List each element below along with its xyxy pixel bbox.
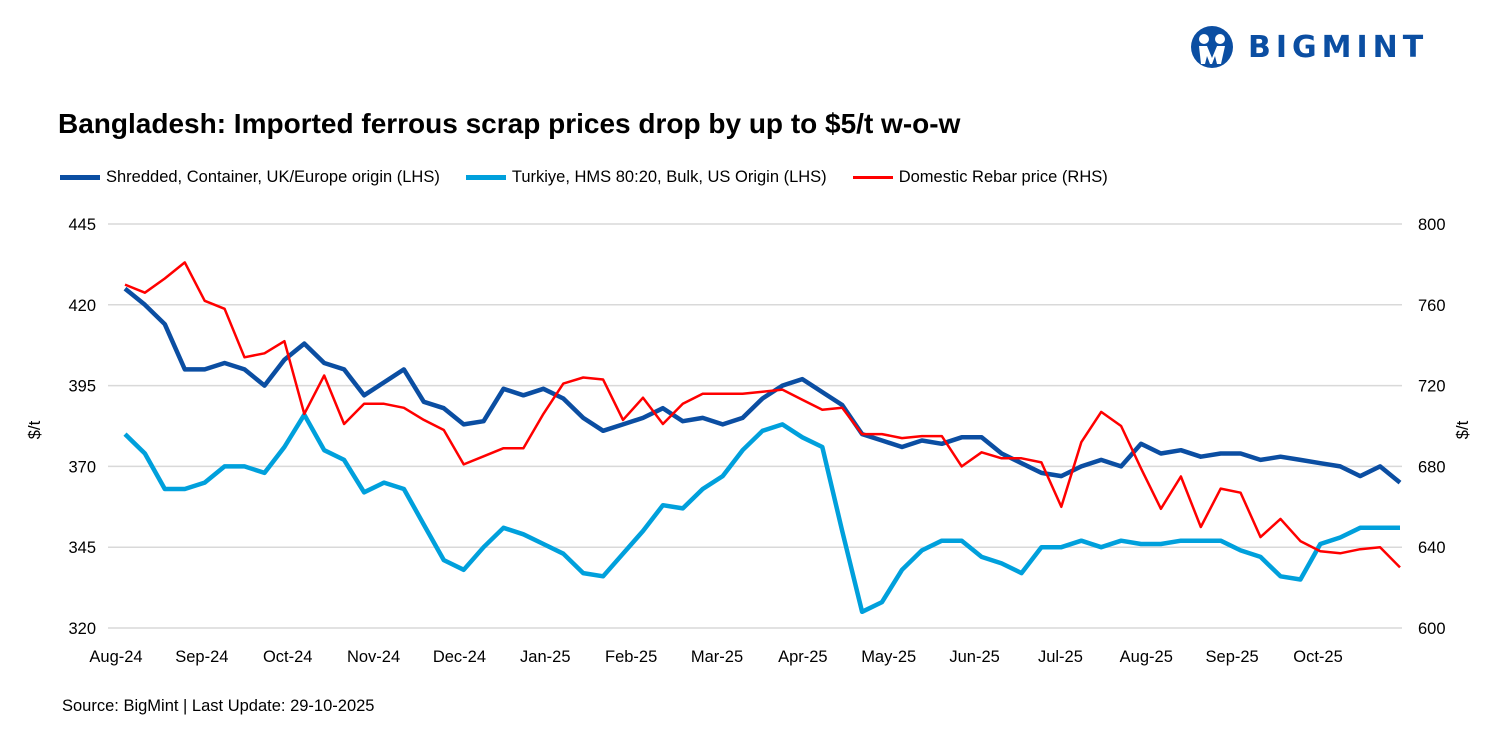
y2-tick-label: 760 (1418, 297, 1446, 315)
source-note: Source: BigMint | Last Update: 29-10-202… (62, 697, 375, 715)
x-tick-label: Sep-25 (1206, 648, 1259, 666)
y2-tick-label: 600 (1418, 620, 1446, 638)
chart-title: Bangladesh: Imported ferrous scrap price… (58, 108, 961, 139)
y-tick-label: 320 (68, 620, 96, 638)
left-axis: 320 345 370 395 420 445 (68, 216, 96, 638)
x-tick-label: Aug-25 (1120, 648, 1173, 666)
x-tick-label: Jul-25 (1038, 648, 1083, 666)
x-tick-label: Dec-24 (433, 648, 486, 666)
legend-item-shredded: Shredded, Container, UK/Europe origin (L… (60, 168, 440, 187)
series-line-0 (123, 286, 1402, 485)
y2-tick-label: 800 (1418, 216, 1446, 234)
legend-label: Shredded, Container, UK/Europe origin (L… (106, 168, 440, 186)
y-tick-label: 345 (68, 539, 96, 557)
series-lines (123, 261, 1402, 615)
x-tick-label: Mar-25 (691, 648, 743, 666)
y-tick-label: 445 (68, 216, 96, 234)
series-line-1 (123, 412, 1400, 615)
x-tick-label: Apr-25 (778, 648, 828, 666)
legend-label: Domestic Rebar price (RHS) (898, 168, 1108, 186)
x-tick-label: Jan-25 (520, 648, 570, 666)
x-tick-label: Sep-24 (175, 648, 228, 666)
x-tick-label: Feb-25 (605, 648, 657, 666)
y2-tick-label: 720 (1418, 378, 1446, 396)
right-axis: 600 640 680 720 760 800 (1418, 216, 1446, 638)
x-tick-label: Aug-24 (89, 648, 142, 666)
x-tick-label: May-25 (861, 648, 916, 666)
y-tick-label: 420 (68, 297, 96, 315)
series-line-2 (124, 261, 1401, 569)
legend-swatch (465, 175, 506, 180)
y-tick-label: 370 (68, 458, 96, 476)
bigmint-logo: BIGMINT (1190, 25, 1428, 69)
x-tick-label: Oct-25 (1293, 648, 1343, 666)
legend-item-turkiye: Turkiye, HMS 80:20, Bulk, US Origin (LHS… (465, 168, 827, 187)
y-tick-label: 395 (68, 378, 96, 396)
left-axis-title: $/t (26, 420, 44, 439)
legend: Shredded, Container, UK/Europe origin (L… (60, 168, 1134, 187)
x-axis: Aug-24 Sep-24 Oct-24 Nov-24 Dec-24 Jan-25 Feb-… (89, 648, 1342, 666)
legend-swatch (60, 175, 100, 180)
right-axis-title: $/t (1454, 420, 1472, 439)
y2-tick-label: 680 (1418, 458, 1446, 476)
legend-item-rebar: Domestic Rebar price (RHS) (852, 168, 1108, 187)
x-tick-label: Oct-24 (263, 648, 313, 666)
x-tick-label: Jun-25 (949, 648, 999, 666)
x-tick-label: Nov-24 (347, 648, 400, 666)
logo-emblem-icon (1191, 26, 1233, 68)
logo-text: BIGMINT (1248, 29, 1429, 65)
y2-tick-label: 640 (1418, 539, 1446, 557)
legend-swatch (852, 176, 893, 179)
gridlines (108, 223, 1402, 629)
legend-label: Turkiye, HMS 80:20, Bulk, US Origin (LHS… (511, 168, 827, 186)
